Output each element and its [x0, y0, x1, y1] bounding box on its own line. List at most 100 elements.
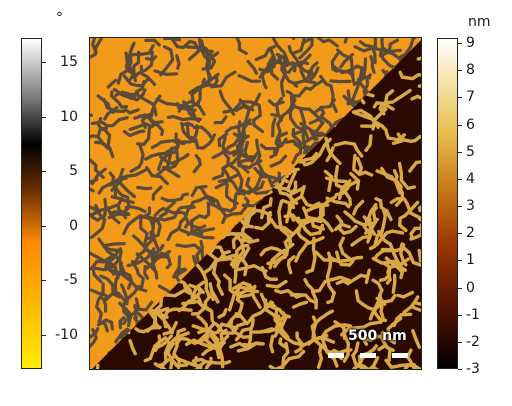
afm-domain-stripe — [197, 38, 212, 83]
afm-domain-stripe — [392, 312, 413, 328]
afm-domain-stripe — [393, 88, 412, 103]
afm-domain-stripe — [195, 133, 216, 150]
afm-domain-stripe — [254, 45, 276, 62]
afm-domain-stripe — [396, 132, 421, 144]
afm-domain-stripe — [151, 185, 163, 201]
afm-domain-stripe — [134, 325, 162, 334]
afm-domain-stripe — [235, 139, 250, 174]
afm-domain-stripe — [106, 206, 121, 225]
afm-domain-stripe — [108, 168, 147, 187]
afm-domain-stripe — [171, 38, 201, 51]
afm-domain-stripe — [157, 150, 177, 171]
right-colorbar-tick — [458, 369, 462, 370]
afm-image — [90, 38, 421, 369]
right-colorbar-tick — [458, 43, 462, 44]
afm-domain-stripe — [137, 94, 158, 117]
afm-domain-stripe — [343, 210, 379, 227]
afm-domain-stripe — [301, 38, 324, 45]
afm-domain-stripe — [110, 167, 125, 192]
afm-domain-stripe — [224, 182, 239, 205]
afm-domain-stripe — [144, 38, 161, 47]
afm-domain-stripe — [308, 105, 326, 125]
afm-domain-stripe — [392, 169, 401, 193]
afm-domain-stripe — [364, 134, 373, 152]
afm-domain-stripe — [96, 116, 108, 131]
afm-domain-stripe — [183, 205, 196, 229]
afm-domain-stripe — [109, 90, 129, 110]
afm-domain-stripe — [364, 334, 397, 343]
afm-domain-stripe — [378, 261, 392, 282]
afm-domain-stripe — [380, 38, 390, 53]
left-colorbar-tick — [42, 171, 46, 173]
afm-domain-stripe — [397, 161, 416, 191]
afm-domain-stripe — [234, 263, 268, 273]
afm-domain-stripe — [340, 320, 383, 337]
afm-domain-stripe — [378, 48, 402, 58]
afm-domain-stripe — [114, 91, 140, 97]
left-colorbar-tick — [42, 280, 46, 282]
afm-domain-stripe — [233, 246, 251, 284]
afm-domain-stripe — [326, 290, 336, 305]
afm-domain-stripe — [252, 103, 265, 134]
right-colorbar-tick-label: -3 — [466, 361, 480, 377]
afm-domain-stripe — [97, 171, 116, 195]
afm-domain-stripe — [90, 197, 108, 222]
afm-domain-stripe — [180, 121, 196, 144]
afm-domain-stripe — [369, 55, 376, 74]
afm-domain-stripe — [155, 146, 174, 177]
afm-domain-stripe — [231, 281, 252, 291]
right-colorbar-tick-label: -1 — [466, 306, 480, 323]
afm-domain-stripe — [131, 234, 159, 261]
afm-domain-stripe — [397, 200, 420, 233]
afm-domain-stripe — [176, 367, 192, 369]
right-colorbar-tick-label: 8 — [466, 62, 475, 79]
afm-domain-stripe — [154, 251, 173, 270]
afm-domain-stripe — [274, 288, 304, 299]
afm-domain-stripe — [269, 154, 288, 168]
afm-domain-stripe — [128, 122, 152, 131]
afm-domain-stripe — [96, 94, 115, 114]
afm-domain-stripe — [411, 329, 421, 349]
afm-domain-stripe — [269, 131, 289, 159]
afm-domain-stripe — [150, 139, 172, 149]
afm-domain-stripe — [259, 137, 288, 151]
afm-domain-stripe — [175, 54, 181, 70]
afm-domain-stripe — [243, 208, 273, 224]
afm-domain-stripe — [126, 249, 155, 268]
afm-domain-stripe — [298, 38, 314, 60]
afm-domain-stripe — [119, 182, 137, 199]
afm-domain-stripe — [375, 229, 405, 247]
afm-domain-stripe — [228, 318, 250, 340]
afm-domain-stripe — [291, 107, 307, 137]
afm-domain-stripe — [172, 255, 182, 278]
afm-domain-stripe — [225, 196, 250, 218]
afm-domain-stripe — [143, 334, 174, 363]
afm-domain-stripe — [217, 328, 228, 369]
afm-domain-stripe — [349, 172, 361, 191]
afm-domain-stripe — [308, 66, 320, 82]
afm-domain-stripe — [210, 70, 237, 89]
afm-domain-stripe — [222, 273, 237, 296]
afm-domain-stripe — [218, 38, 248, 55]
afm-domain-stripe — [239, 292, 255, 299]
afm-domain-stripe — [400, 244, 421, 268]
afm-domain-stripe — [316, 345, 324, 369]
right-colorbar-tick — [458, 151, 462, 153]
afm-domain-stripe — [324, 176, 351, 197]
afm-domain-stripe — [235, 287, 244, 319]
afm-domain-stripe — [129, 143, 145, 173]
afm-domain-stripe — [211, 321, 246, 335]
afm-domain-stripe — [156, 307, 169, 319]
right-colorbar-tick-label: 1 — [466, 252, 475, 269]
left-colorbar-tick — [42, 62, 46, 63]
right-colorbar-tick — [458, 70, 462, 72]
afm-domain-stripe — [285, 165, 298, 192]
left-colorbar-tick — [42, 335, 46, 336]
right-colorbar-tick-label: 5 — [466, 143, 475, 160]
afm-domain-stripe — [174, 267, 187, 282]
afm-domain-stripe — [181, 299, 214, 322]
afm-domain-stripe — [291, 300, 309, 309]
afm-domain-stripe — [265, 349, 306, 369]
afm-domain-stripe — [391, 273, 397, 294]
right-colorbar-tick-label: 2 — [466, 225, 475, 242]
